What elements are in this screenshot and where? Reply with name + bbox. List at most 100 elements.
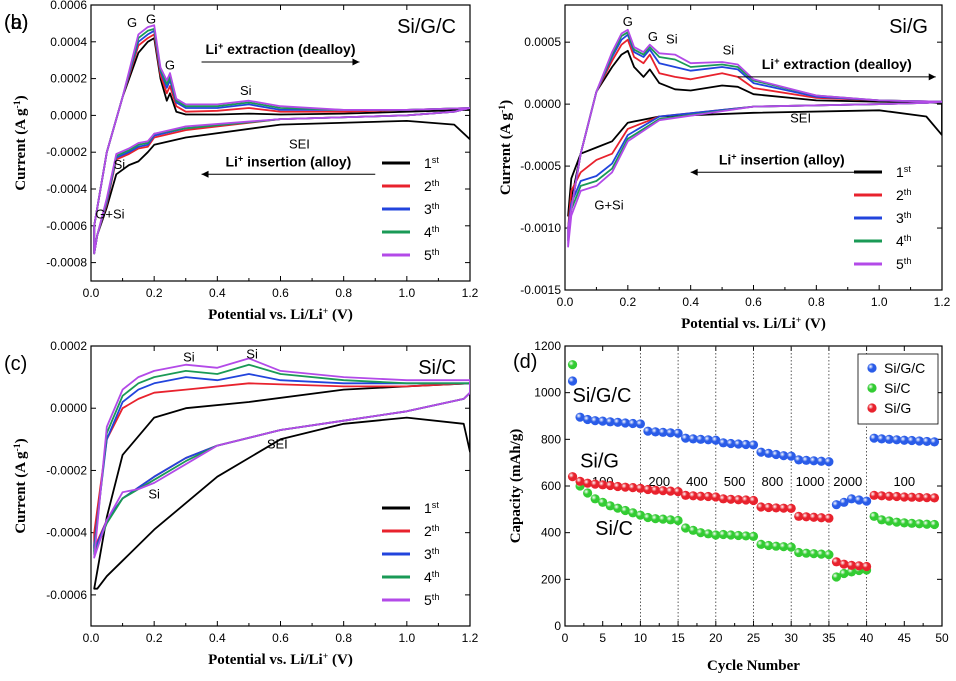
data-point-Si/C <box>846 567 857 577</box>
panel-a: 0.0 0.2 0.4 0.6 0.8 1.0 1.2 0.0006 0.0004 0.0002 0… <box>4 0 479 323</box>
x-tick-label: 0.2 <box>146 286 163 300</box>
annotation: G <box>623 14 633 29</box>
annotation: Si <box>114 157 126 172</box>
legend-label: Si/G <box>884 400 911 416</box>
data-point-Si/G <box>794 511 804 521</box>
data-point-Si/G/C <box>658 427 668 437</box>
data-point-Si/G/C <box>794 455 804 465</box>
legend-label: 4th <box>424 224 439 240</box>
data-point-Si/C <box>748 531 759 542</box>
data-point-Si/C <box>665 515 676 525</box>
x-tick-label: 5 <box>599 631 606 645</box>
data-point-Si/G <box>809 512 819 522</box>
data-point-Si/G <box>839 559 849 569</box>
arrow-head <box>928 73 936 81</box>
x-tick-label: 0.8 <box>335 286 352 300</box>
data-point-Si/C <box>643 512 653 523</box>
legend-label: 3th <box>424 546 439 562</box>
data-point-Si/C <box>763 540 774 551</box>
data-point-Si/G <box>884 491 894 501</box>
data-point-Si/C <box>831 572 842 582</box>
data-point-Si/G <box>922 493 932 503</box>
data-point-Si/C <box>673 515 683 526</box>
data-point-Si/G <box>696 491 706 501</box>
y-tick-label: 0.0000 <box>524 97 561 111</box>
data-point-Si/G <box>892 491 902 502</box>
data-point-Si/G/C <box>877 434 887 444</box>
data-point-Si/G/C <box>665 428 676 438</box>
data-point-Si/G <box>673 487 683 497</box>
data-point-Si/G <box>801 512 811 522</box>
rate-label: 2000 <box>833 474 862 489</box>
x-tick-label: 30 <box>785 631 799 645</box>
data-point-Si/G/C <box>801 455 811 465</box>
cv-curve-3 <box>567 33 942 229</box>
data-point-Si/C <box>658 514 668 524</box>
legend-label: Si/C <box>884 380 910 396</box>
y-axis-label: Current (A g-1) <box>12 438 30 533</box>
cv-curve-5 <box>93 357 470 559</box>
y-tick-label: 1200 <box>534 339 561 353</box>
data-point-Si/G/C <box>756 447 766 457</box>
data-point-Si/C <box>922 519 932 529</box>
y-tick-label: 400 <box>541 526 561 540</box>
y-tick-label: -0.0008 <box>46 256 87 270</box>
data-point-Si/G/C <box>583 414 593 425</box>
data-point-Si/C <box>929 519 940 530</box>
series-group <box>567 28 942 248</box>
legend-marker <box>867 403 877 413</box>
data-point-Si/G/C <box>575 412 585 422</box>
cv-curve-2 <box>567 38 942 229</box>
data-point-Si/G/C <box>892 435 902 445</box>
y-tick-label: -0.0002 <box>46 145 87 159</box>
data-point-Si/C <box>824 550 834 560</box>
x-tick-label: 1.0 <box>398 631 415 645</box>
rate-label: 500 <box>724 474 746 489</box>
annotation: Si <box>246 346 258 361</box>
series-group <box>93 357 470 590</box>
x-tick-label: 0.6 <box>272 286 289 300</box>
rate-label: 1000 <box>796 474 825 489</box>
legend-label: 4th <box>424 569 439 585</box>
y-tick-label: 600 <box>541 479 561 493</box>
data-point-Si/G <box>703 491 713 502</box>
data-point-Si/C <box>779 542 789 552</box>
cv-curve-1 <box>93 37 470 255</box>
y-tick-label: 0.0002 <box>50 339 87 353</box>
annotation: SEI <box>267 437 288 452</box>
data-point-Si/G/C <box>718 438 728 448</box>
data-point-Si/G/C <box>884 434 894 444</box>
data-point-Si/C <box>681 523 691 533</box>
panel-c: 0.0 0.2 0.4 0.6 0.8 1.0 1.2 0.0002 0.0000 -0.0002… <box>4 339 479 668</box>
data-point-Si/G <box>628 483 638 493</box>
cv-curve-1 <box>93 382 470 590</box>
legend-label: 2th <box>896 187 911 203</box>
cv-curve-5 <box>567 28 942 248</box>
y-tick-label: -0.0015 <box>520 283 561 297</box>
y-tick-label: 200 <box>541 572 561 586</box>
data-point-Si/C <box>635 510 646 520</box>
data-point-Si/G <box>643 484 653 495</box>
x-tick-label: 15 <box>671 631 685 645</box>
x-tick-label: 25 <box>747 631 761 645</box>
annotation: Si <box>666 31 678 46</box>
data-point-Si/G <box>907 492 917 502</box>
data-point-Si/G <box>862 561 872 572</box>
data-point-Si/G <box>718 494 728 504</box>
annotation: G <box>146 11 156 26</box>
data-point-Si/G/C <box>696 434 706 444</box>
x-tick-label: 0.2 <box>146 631 163 645</box>
panel-b: 0.0 0.2 0.4 0.6 0.8 1.0 1.2 0.0005 0.0000 -0.0005… <box>4 4 951 332</box>
data-point-Si/G <box>763 502 774 513</box>
data-point-Si/C <box>726 530 736 540</box>
y-tick-label: -0.0006 <box>46 588 87 602</box>
data-point-Si/G <box>831 557 842 567</box>
data-point-Si/G/C <box>643 426 653 436</box>
data-point-Si/G/C <box>748 440 759 450</box>
x-tick-label: 0.6 <box>745 295 762 309</box>
annotation: G+Si <box>594 197 623 212</box>
data-point-Si/G <box>605 480 615 491</box>
data-point-Si/C <box>613 503 623 513</box>
data-point-Si/G <box>929 493 940 503</box>
